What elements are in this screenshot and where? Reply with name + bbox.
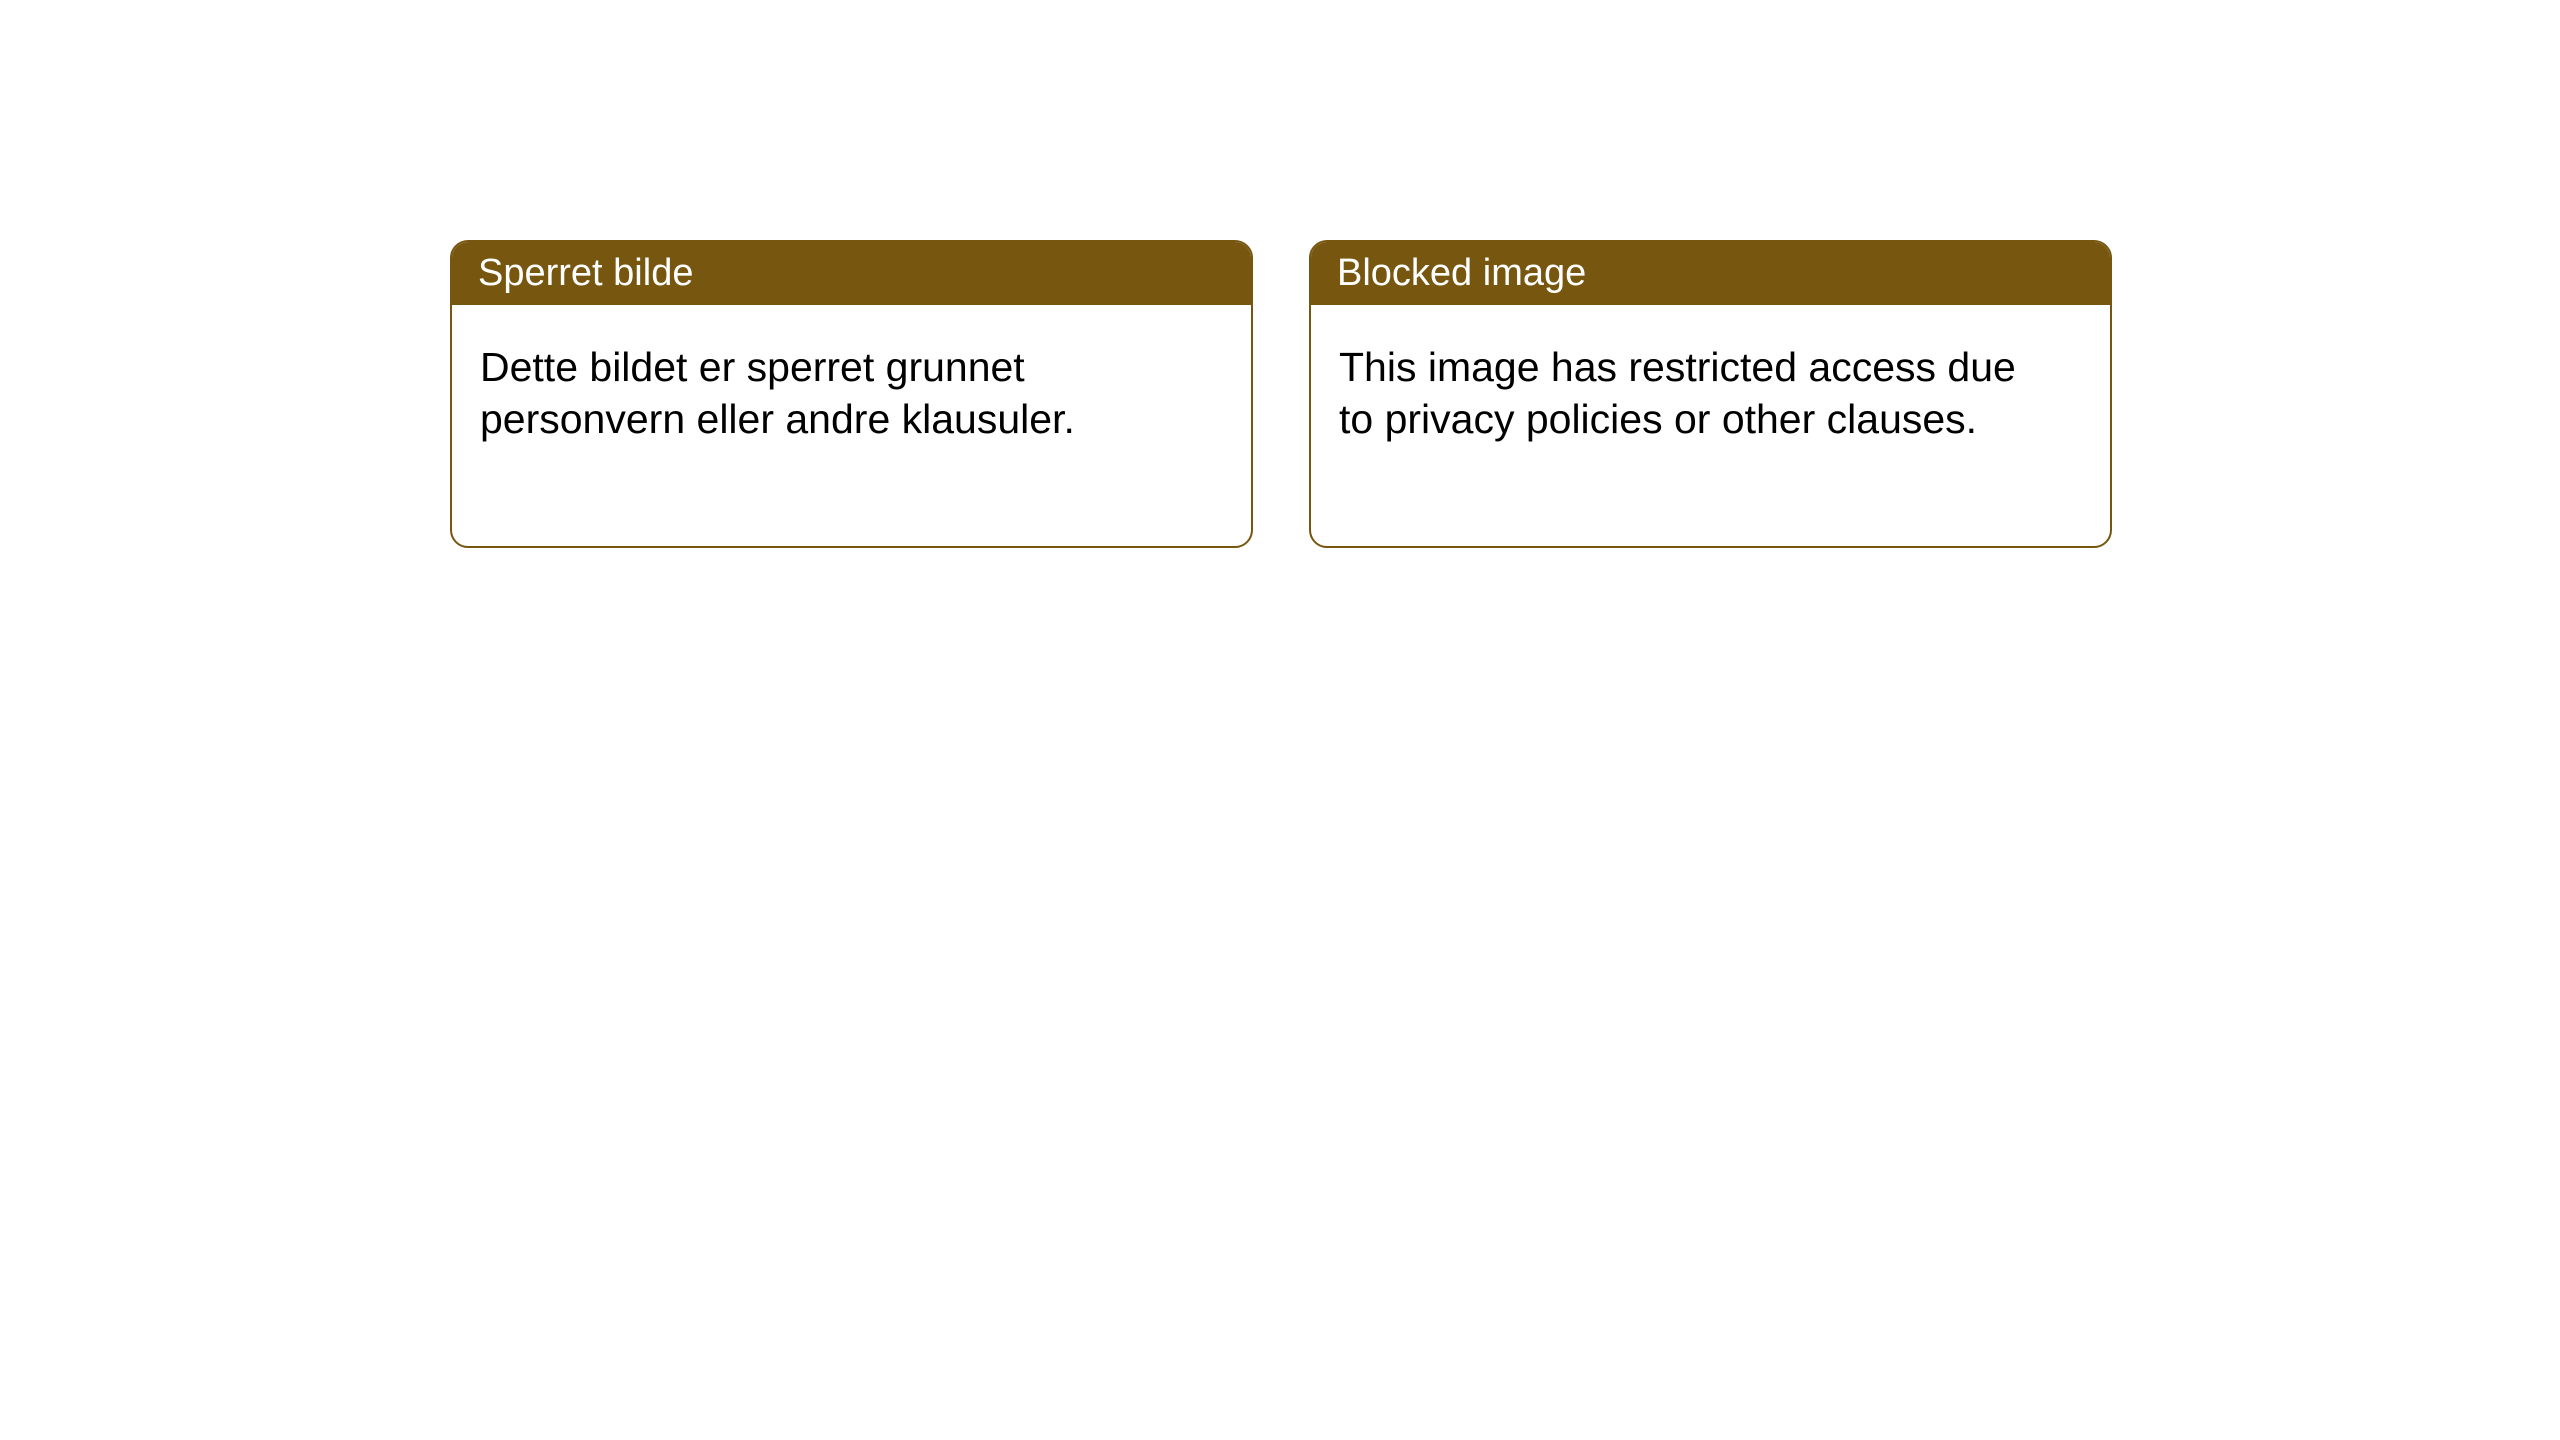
card-title: Blocked image xyxy=(1337,252,1586,294)
card-title: Sperret bilde xyxy=(478,252,693,294)
blocked-image-card-no: Sperret bilde Dette bildet er sperret gr… xyxy=(450,240,1253,548)
card-header: Blocked image xyxy=(1311,242,2110,305)
notice-container: Sperret bilde Dette bildet er sperret gr… xyxy=(0,0,2560,548)
card-body: Dette bildet er sperret grunnet personve… xyxy=(452,305,1251,546)
card-header: Sperret bilde xyxy=(452,242,1251,305)
blocked-image-card-en: Blocked image This image has restricted … xyxy=(1309,240,2112,548)
card-message: This image has restricted access due to … xyxy=(1339,341,2019,446)
card-message: Dette bildet er sperret grunnet personve… xyxy=(480,341,1160,446)
card-body: This image has restricted access due to … xyxy=(1311,305,2110,546)
